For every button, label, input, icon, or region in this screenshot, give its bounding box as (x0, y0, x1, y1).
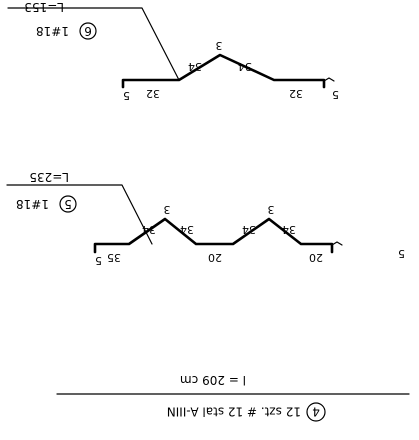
bar-6-leader-line (8, 8, 179, 80)
bar-6-length-label: L=153 (24, 0, 64, 14)
bar-5-dim-7: 3 (268, 203, 275, 216)
bar-6-dim-4: 34 (238, 60, 252, 73)
bar-5-dim-5: 20 (208, 251, 222, 264)
bar-5-dim-9: 20 (309, 251, 323, 264)
bar-5-dim-8: 34 (282, 223, 296, 236)
bar-6-dim-3: 3 (216, 39, 223, 52)
bar-specification: 4 12 szt. # 12 stal A-IIIN l = 209 cm (57, 373, 409, 421)
bar-5-shape: 5 35 34 3 34 20 34 3 34 20 5 L=235 5 1#1… (7, 170, 405, 267)
bar-6-polyline (123, 55, 324, 87)
length-text: l = 209 cm (180, 373, 246, 387)
bar-6-dim-1: 32 (146, 87, 160, 100)
bar-5-dim-1: 35 (107, 251, 121, 264)
bar-5-length-label: L=235 (29, 170, 69, 184)
bar-5-dim-2: 34 (142, 223, 156, 236)
bar-number: 4 (312, 405, 320, 419)
bar-5-leader (332, 242, 342, 245)
bar-6-dim-5: 32 (289, 87, 303, 100)
bar-6-dimensions: 5 32 34 3 34 32 5 (123, 39, 339, 102)
bar-5-mark-number: 5 (64, 197, 72, 211)
bar-5-mark-text: 1#18 (16, 197, 49, 211)
bar-6-dim-6: 5 (332, 88, 339, 101)
bar-5-dim-6: 34 (242, 223, 256, 236)
bar-5-dim-4: 34 (180, 223, 194, 236)
bar-6-dim-2: 34 (188, 60, 202, 73)
spec-text: 12 szt. # 12 stal A-IIIN (167, 405, 301, 419)
bar-6-leader (324, 78, 334, 81)
bar-6-mark-number: 6 (84, 24, 92, 38)
bar-6-shape: 5 32 34 3 34 32 5 L=153 6 1#18 (8, 0, 339, 102)
bar-5-dim-10: 5 (398, 247, 405, 260)
bar-6-mark-text: 1#18 (36, 24, 69, 38)
bar-5-leader-line (7, 185, 152, 244)
bar-5-dim-3: 3 (164, 203, 171, 216)
bar-5-dim-0: 5 (95, 254, 102, 267)
bar-6-dim-0: 5 (123, 89, 130, 102)
